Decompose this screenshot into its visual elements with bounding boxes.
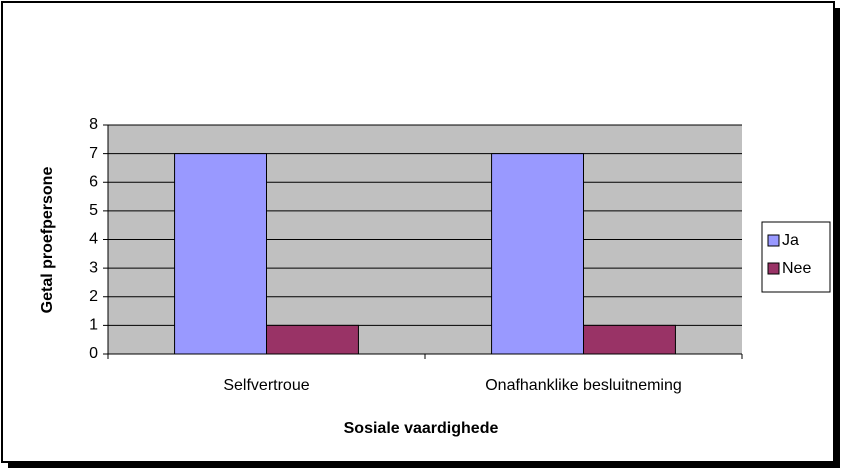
x-tick-label: Selfvertroue bbox=[223, 377, 309, 394]
legend-label: Ja bbox=[782, 232, 799, 249]
legend-swatch bbox=[767, 234, 780, 247]
legend-box bbox=[761, 221, 831, 293]
y-tick-label: 4 bbox=[89, 231, 98, 248]
legend-label: Nee bbox=[782, 260, 811, 277]
legend-swatch bbox=[767, 262, 780, 275]
x-tick-label: Onafhanklike besluitneming bbox=[485, 377, 682, 394]
y-tick-label: 0 bbox=[89, 345, 98, 362]
y-tick-label: 2 bbox=[89, 288, 98, 305]
y-tick-label: 3 bbox=[89, 259, 98, 276]
y-tick-label: 7 bbox=[89, 145, 98, 162]
y-axis-title: Getal proefpersone bbox=[39, 167, 56, 314]
bar bbox=[583, 324, 676, 355]
bar bbox=[174, 153, 268, 355]
x-axis-title: Sosiale vaardighede bbox=[344, 420, 499, 437]
y-tick-label: 5 bbox=[89, 202, 98, 219]
bar bbox=[491, 153, 585, 355]
bar bbox=[266, 324, 359, 355]
y-tick-label: 1 bbox=[89, 317, 98, 334]
y-tick-label: 8 bbox=[89, 116, 98, 133]
y-tick-label: 6 bbox=[89, 173, 98, 190]
